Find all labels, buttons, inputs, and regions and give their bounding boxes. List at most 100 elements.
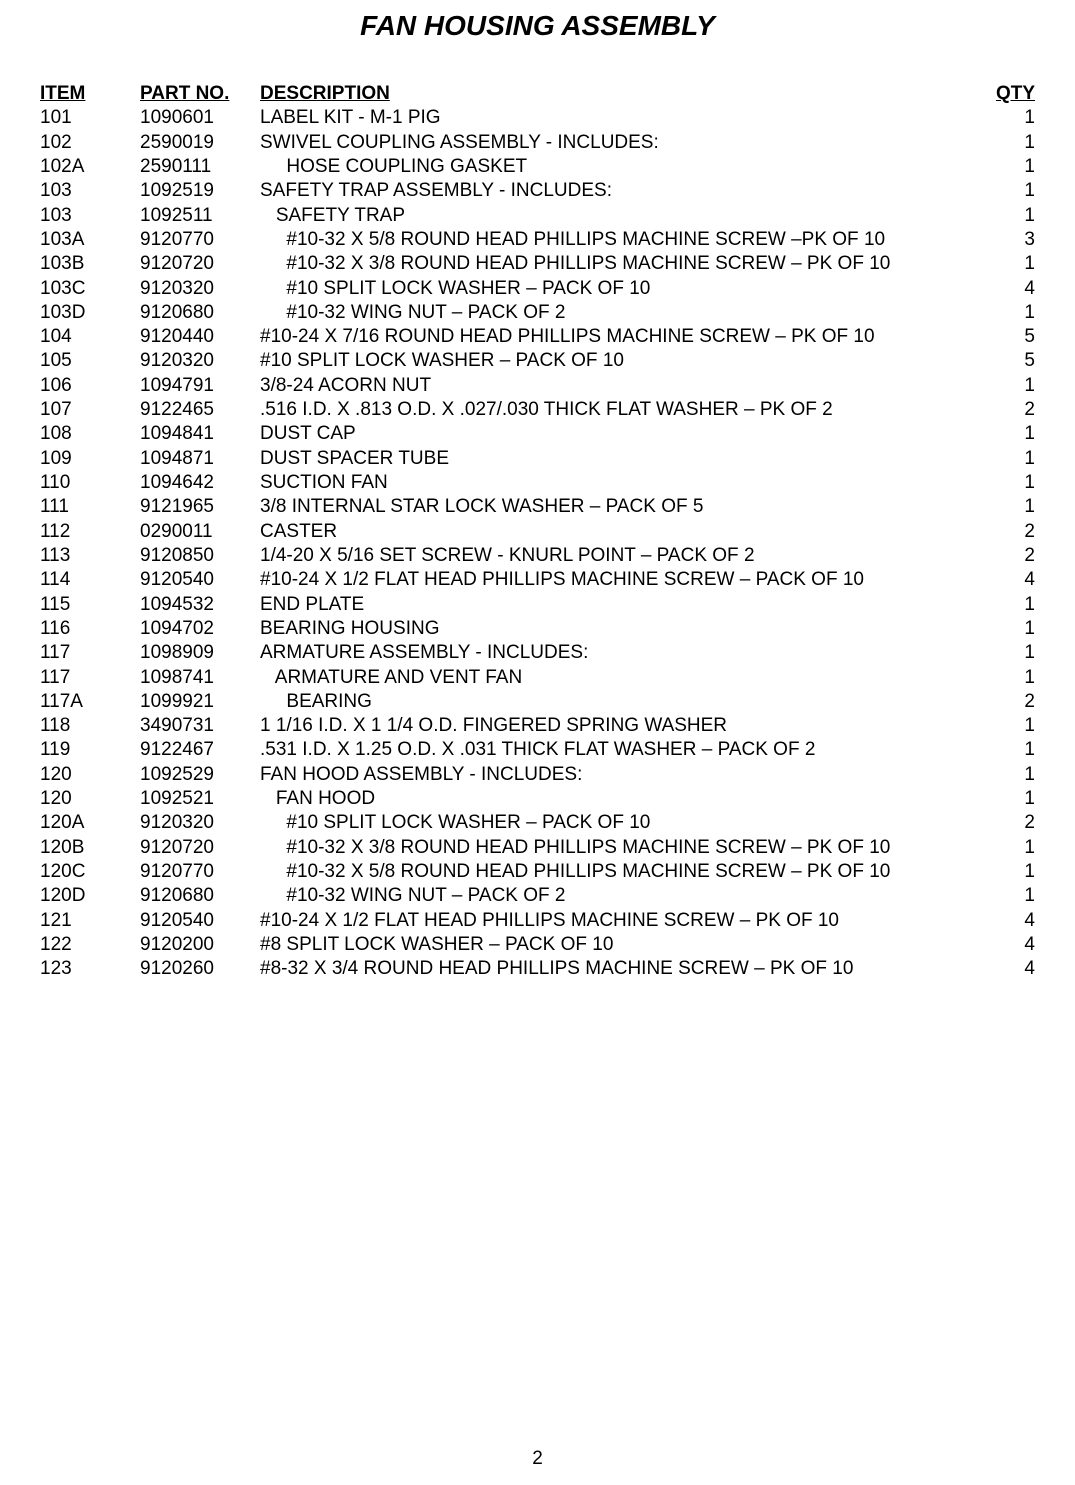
cell-qty: 1 [985,617,1035,641]
cell-item: 116 [40,617,140,641]
table-row: 1022590019SWIVEL COUPLING ASSEMBLY - INC… [40,131,1035,155]
table-header-row: ITEM PART NO. DESCRIPTION QTY [40,82,1035,106]
cell-part: 9120720 [140,836,260,860]
table-row: 1161094702BEARING HOUSING1 [40,617,1035,641]
parts-table: ITEM PART NO. DESCRIPTION QTY 1011090601… [40,82,1035,982]
cell-desc: SUCTION FAN [260,471,985,495]
cell-desc: 3/8 INTERNAL STAR LOCK WASHER – PACK OF … [260,495,985,519]
table-row: 1059120320#10 SPLIT LOCK WASHER – PACK O… [40,349,1035,373]
cell-part: 2590111 [140,155,260,179]
cell-qty: 1 [985,471,1035,495]
cell-item: 117 [40,641,140,665]
table-row: 103D9120680 #10-32 WING NUT – PACK OF 21 [40,301,1035,325]
cell-item: 117A [40,690,140,714]
table-row: 1219120540#10-24 X 1/2 FLAT HEAD PHILLIP… [40,909,1035,933]
cell-part: 1098909 [140,641,260,665]
cell-part: 9120770 [140,228,260,252]
cell-desc: #10-24 X 1/2 FLAT HEAD PHILLIPS MACHINE … [260,568,985,592]
cell-desc: #10 SPLIT LOCK WASHER – PACK OF 10 [260,811,985,835]
cell-desc: DUST SPACER TUBE [260,447,985,471]
cell-item: 103A [40,228,140,252]
cell-qty: 4 [985,933,1035,957]
cell-desc: BEARING [260,690,985,714]
cell-part: 9120260 [140,957,260,981]
cell-item: 120D [40,884,140,908]
cell-part: 9120320 [140,811,260,835]
table-body: 1011090601LABEL KIT - M-1 PIG11022590019… [40,106,1035,981]
cell-part: 9122467 [140,738,260,762]
cell-qty: 1 [985,155,1035,179]
cell-desc: #10 SPLIT LOCK WASHER – PACK OF 10 [260,349,985,373]
cell-qty: 4 [985,957,1035,981]
cell-qty: 5 [985,349,1035,373]
cell-item: 113 [40,544,140,568]
cell-item: 120A [40,811,140,835]
cell-item: 104 [40,325,140,349]
cell-qty: 1 [985,374,1035,398]
cell-qty: 1 [985,738,1035,762]
cell-qty: 1 [985,860,1035,884]
cell-part: 9121965 [140,495,260,519]
cell-qty: 4 [985,277,1035,301]
cell-qty: 1 [985,763,1035,787]
table-row: 120D9120680 #10-32 WING NUT – PACK OF 21 [40,884,1035,908]
cell-qty: 1 [985,131,1035,155]
cell-qty: 1 [985,495,1035,519]
cell-qty: 1 [985,666,1035,690]
cell-qty: 5 [985,325,1035,349]
cell-item: 114 [40,568,140,592]
cell-item: 103 [40,204,140,228]
cell-item: 103D [40,301,140,325]
cell-item: 118 [40,714,140,738]
table-row: 1229120200#8 SPLIT LOCK WASHER – PACK OF… [40,933,1035,957]
table-row: 11834907311 1/16 I.D. X 1 1/4 O.D. FINGE… [40,714,1035,738]
cell-desc: FAN HOOD [260,787,985,811]
page-title: FAN HOUSING ASSEMBLY [40,10,1035,42]
cell-desc: #10-32 WING NUT – PACK OF 2 [260,301,985,325]
table-row: 1031092519SAFETY TRAP ASSEMBLY - INCLUDE… [40,179,1035,203]
cell-item: 105 [40,349,140,373]
header-item: ITEM [40,82,140,106]
cell-desc: #10-32 WING NUT – PACK OF 2 [260,884,985,908]
table-row: 1151094532END PLATE1 [40,593,1035,617]
cell-part: 1094702 [140,617,260,641]
cell-qty: 1 [985,714,1035,738]
cell-desc: .531 I.D. X 1.25 O.D. X .031 THICK FLAT … [260,738,985,762]
cell-desc: .516 I.D. X .813 O.D. X .027/.030 THICK … [260,398,985,422]
cell-qty: 4 [985,909,1035,933]
cell-item: 103B [40,252,140,276]
table-row: 102A2590111 HOSE COUPLING GASKET1 [40,155,1035,179]
cell-qty: 1 [985,301,1035,325]
cell-qty: 2 [985,690,1035,714]
header-desc: DESCRIPTION [260,82,985,106]
cell-part: 9120770 [140,860,260,884]
cell-part: 9122465 [140,398,260,422]
cell-desc: 1/4-20 X 5/16 SET SCREW - KNURL POINT – … [260,544,985,568]
table-row: 103A9120770 #10-32 X 5/8 ROUND HEAD PHIL… [40,228,1035,252]
cell-qty: 1 [985,447,1035,471]
cell-qty: 1 [985,422,1035,446]
table-row: 120A9120320 #10 SPLIT LOCK WASHER – PACK… [40,811,1035,835]
cell-desc: #10-32 X 5/8 ROUND HEAD PHILLIPS MACHINE… [260,228,985,252]
cell-item: 120B [40,836,140,860]
cell-desc: END PLATE [260,593,985,617]
cell-part: 9120320 [140,277,260,301]
cell-item: 111 [40,495,140,519]
cell-item: 122 [40,933,140,957]
table-row: 1171098741 ARMATURE AND VENT FAN1 [40,666,1035,690]
table-row: 1011090601LABEL KIT - M-1 PIG1 [40,106,1035,130]
cell-part: 9120540 [140,568,260,592]
table-row: 1149120540#10-24 X 1/2 FLAT HEAD PHILLIP… [40,568,1035,592]
cell-desc: 1 1/16 I.D. X 1 1/4 O.D. FINGERED SPRING… [260,714,985,738]
cell-part: 2590019 [140,131,260,155]
cell-item: 102A [40,155,140,179]
cell-item: 120C [40,860,140,884]
cell-item: 117 [40,666,140,690]
cell-desc: CASTER [260,520,985,544]
cell-part: 1092529 [140,763,260,787]
cell-part: 9120850 [140,544,260,568]
cell-item: 101 [40,106,140,130]
cell-qty: 1 [985,641,1035,665]
table-row: 10610947913/8-24 ACORN NUT1 [40,374,1035,398]
cell-part: 9120680 [140,301,260,325]
